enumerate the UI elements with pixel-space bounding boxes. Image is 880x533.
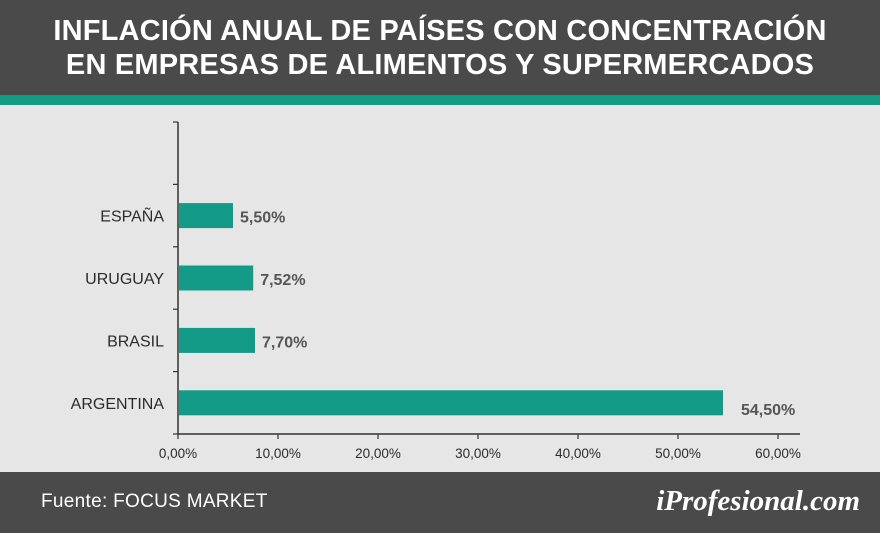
x-tick-label: 30,00% [455, 446, 501, 461]
accent-bar [0, 95, 880, 105]
bar-argentina [179, 390, 723, 416]
bar-brasil [179, 327, 255, 353]
bar-españa [179, 203, 233, 229]
category-label: URUGUAY [85, 271, 164, 288]
category-label: ARGENTINA [71, 396, 165, 413]
value-label: 54,50% [741, 402, 795, 419]
bar-uruguay [179, 265, 254, 291]
source-note: Fuente: FOCUS MARKET [41, 491, 268, 512]
bar-chart: 0,00% 10,00% 20,00% 30,00% 40,00% 50,00% 60,00… [71, 121, 801, 461]
brand-logo: iProfesional.com [656, 485, 860, 517]
x-tick-label: 10,00% [255, 446, 301, 461]
category-label: ESPAÑA [100, 206, 164, 226]
chart-area: 0,00% 10,00% 20,00% 30,00% 40,00% 50,00% 60,00… [0, 105, 880, 472]
x-tick-label: 20,00% [355, 446, 401, 461]
chart-title-line-2: EN EMPRESAS DE ALIMENTOS Y SUPERMERCADOS [65, 48, 815, 81]
value-label: 7,70% [262, 334, 307, 351]
value-label: 5,50% [240, 210, 285, 227]
x-tick-label: 50,00% [655, 446, 701, 461]
x-tick-label: 60,00% [755, 446, 801, 461]
x-tick-label: 40,00% [555, 446, 601, 461]
value-label: 7,52% [260, 272, 305, 289]
x-tick-label: 0,00% [159, 446, 197, 461]
chart-title-line-1: INFLACIÓN ANUAL DE PAÍSES CON CONCENTRAC… [53, 14, 827, 47]
category-label: BRASIL [107, 333, 164, 350]
footer: Fuente: FOCUS MARKET iProfesional.com [0, 472, 880, 533]
chart-header: INFLACIÓN ANUAL DE PAÍSES CON CONCENTRAC… [0, 0, 880, 95]
